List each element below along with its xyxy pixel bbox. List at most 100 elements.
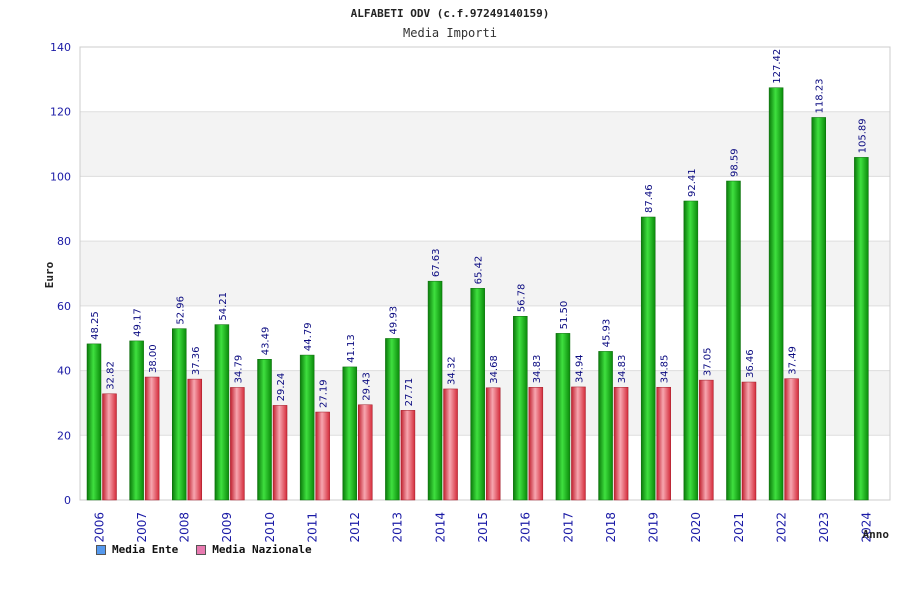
x-tick-label: 2006 bbox=[92, 512, 106, 543]
bar-media-ente bbox=[854, 157, 869, 501]
bar-media-nazionale bbox=[741, 381, 757, 501]
bar-media-nazionale bbox=[144, 376, 160, 501]
value-label: 34.32 bbox=[447, 356, 458, 385]
value-label: 49.17 bbox=[133, 308, 144, 337]
x-tick-label: 2009 bbox=[220, 512, 234, 543]
bar-media-nazionale bbox=[485, 387, 501, 501]
value-label: 105.89 bbox=[857, 118, 868, 153]
bar-media-ente bbox=[299, 354, 315, 501]
value-label: 41.13 bbox=[346, 334, 357, 363]
value-label: 34.83 bbox=[532, 355, 543, 384]
plot-frame bbox=[79, 46, 891, 501]
x-tick-label: 2019 bbox=[647, 512, 661, 543]
x-tick-label: 2012 bbox=[348, 512, 362, 543]
bar-media-ente bbox=[726, 180, 741, 501]
value-label: 127.42 bbox=[772, 49, 783, 84]
legend-label-media-ente: Media Ente bbox=[112, 543, 179, 556]
value-label: 98.59 bbox=[729, 148, 740, 177]
bar-media-ente bbox=[342, 366, 358, 501]
chart-subtitle: Media Importi bbox=[403, 26, 497, 40]
x-tick-label: 2016 bbox=[519, 512, 533, 543]
value-label: 27.71 bbox=[404, 378, 415, 407]
bar-media-ente bbox=[257, 359, 272, 501]
y-axis-label: Euro bbox=[43, 261, 56, 288]
x-tick-label: 2023 bbox=[817, 512, 831, 543]
x-axis-ticks: 2006 2007 2008 2009 2010 2011 2012 2013 2014 2015… bbox=[92, 512, 873, 543]
value-label: 27.19 bbox=[319, 379, 330, 408]
legend-swatch-media-nazionale bbox=[196, 544, 207, 555]
value-label: 52.96 bbox=[175, 296, 186, 325]
value-label: 37.49 bbox=[788, 346, 799, 375]
bar-media-ente bbox=[555, 333, 571, 501]
x-tick-label: 2024 bbox=[860, 512, 874, 543]
value-label: 34.79 bbox=[233, 355, 244, 384]
value-label: 32.82 bbox=[106, 361, 117, 390]
bars bbox=[86, 87, 869, 501]
value-label: 34.68 bbox=[489, 355, 500, 384]
bar-media-nazionale bbox=[102, 393, 117, 501]
value-label: 92.41 bbox=[687, 168, 698, 197]
bar-media-ente bbox=[683, 200, 699, 501]
x-tick-label: 2022 bbox=[774, 512, 788, 543]
value-label: 118.23 bbox=[815, 78, 826, 113]
value-label: 36.46 bbox=[745, 349, 756, 378]
grid-band bbox=[80, 241, 890, 306]
y-tick-label: 20 bbox=[57, 429, 71, 442]
bar-media-nazionale bbox=[230, 387, 245, 501]
bar-media-ente bbox=[385, 338, 400, 501]
bar-media-nazionale bbox=[571, 386, 586, 501]
legend: Media Ente Media Nazionale bbox=[96, 543, 312, 556]
x-tick-label: 2013 bbox=[391, 512, 405, 543]
bar-media-nazionale bbox=[358, 404, 373, 501]
y-tick-label: 0 bbox=[64, 494, 71, 507]
x-tick-label: 2014 bbox=[433, 512, 447, 543]
x-tick-label: 2008 bbox=[178, 512, 192, 543]
value-label: 54.21 bbox=[218, 292, 229, 321]
value-label: 44.79 bbox=[303, 322, 314, 351]
value-label: 51.50 bbox=[559, 301, 570, 330]
y-tick-label: 80 bbox=[57, 235, 71, 248]
bar-media-nazionale bbox=[613, 387, 629, 501]
bar-media-ente bbox=[427, 280, 443, 501]
y-tick-label: 60 bbox=[57, 300, 71, 313]
legend-label-media-nazionale: Media Nazionale bbox=[212, 543, 312, 556]
bar-media-ente bbox=[598, 351, 613, 501]
bar-media-ente bbox=[513, 316, 528, 501]
value-label: 65.42 bbox=[474, 256, 485, 285]
bar-media-nazionale bbox=[400, 410, 416, 501]
value-label: 34.85 bbox=[660, 355, 671, 384]
bar-media-ente bbox=[86, 343, 102, 501]
value-label: 43.49 bbox=[261, 327, 272, 356]
legend-item-media-nazionale: Media Nazionale bbox=[196, 543, 312, 556]
bar-media-ente bbox=[768, 87, 784, 501]
legend-swatch-media-ente bbox=[96, 544, 106, 555]
y-tick-label: 120 bbox=[50, 106, 71, 119]
y-tick-label: 40 bbox=[57, 365, 71, 378]
value-label: 56.78 bbox=[516, 284, 527, 313]
x-tick-label: 2011 bbox=[305, 512, 319, 543]
bar-media-ente bbox=[172, 328, 187, 501]
y-tick-label: 100 bbox=[50, 170, 71, 183]
chart-title: ALFABETI ODV (c.f.97249140159) bbox=[351, 7, 550, 20]
value-label: 34.83 bbox=[617, 355, 628, 384]
value-label: 37.36 bbox=[191, 346, 202, 375]
value-label: 34.94 bbox=[574, 354, 585, 383]
bar-media-ente bbox=[470, 288, 485, 501]
y-axis-ticks: 0 20 40 60 80 100 120 140 bbox=[50, 41, 71, 507]
bar-media-nazionale bbox=[187, 378, 203, 501]
value-label: 38.00 bbox=[148, 344, 159, 373]
value-label: 45.93 bbox=[602, 319, 613, 348]
bar-media-nazionale bbox=[656, 386, 671, 501]
bar-media-ente bbox=[214, 324, 230, 501]
x-axis-label: Anno bbox=[863, 528, 890, 541]
x-tick-label: 2010 bbox=[263, 512, 277, 543]
bar-media-ente bbox=[129, 340, 144, 501]
bar-media-ente bbox=[640, 216, 656, 501]
x-tick-label: 2015 bbox=[476, 512, 490, 543]
value-label: 37.05 bbox=[702, 347, 713, 376]
x-tick-label: 2017 bbox=[561, 512, 575, 543]
bar-media-nazionale bbox=[315, 411, 330, 501]
value-label: 87.46 bbox=[644, 184, 655, 213]
bar-media-nazionale bbox=[528, 387, 544, 501]
